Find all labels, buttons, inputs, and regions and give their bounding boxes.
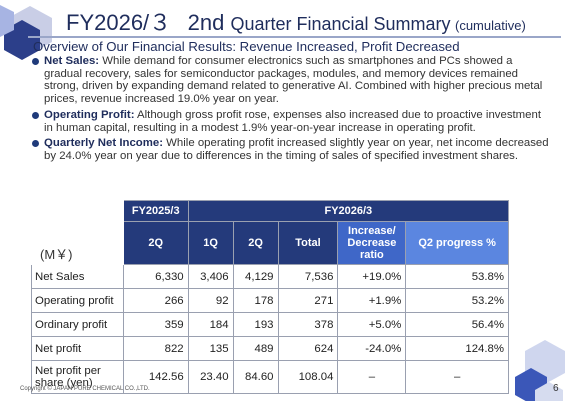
row-label: Net profit — [31, 336, 124, 361]
column-header: Q2 progress % — [405, 221, 509, 265]
title-year: FY2026/３ — [66, 10, 172, 35]
table-cell: +19.0% — [337, 264, 407, 289]
section-subtitle: Overview of Our Financial Results: Reven… — [33, 39, 460, 54]
table-row: Operating profit 266 92 178 271 +1.9% 53… — [31, 288, 509, 313]
table-cell: +5.0% — [337, 312, 407, 337]
table-cell: 7,536 — [277, 264, 339, 289]
table-row: Net profit 822 135 489 624 -24.0% 124.8% — [31, 336, 509, 361]
table-row: Ordinary profit 359 184 193 378 +5.0% 56… — [31, 312, 509, 337]
table-cell: 489 — [232, 336, 279, 361]
table-cell: 3,406 — [187, 264, 234, 289]
row-label: Operating profit — [31, 288, 124, 313]
page-number: 6 — [553, 383, 559, 394]
table-row: Net Sales 6,330 3,406 4,129 7,536 +19.0%… — [31, 264, 509, 289]
table-cell: -24.0% — [337, 336, 407, 361]
table-cell: 53.8% — [405, 264, 509, 289]
title-rest: Quarter Financial Summary — [230, 14, 451, 34]
table-cell: 6,330 — [122, 264, 189, 289]
table-group-header-row: (M￥) FY2025/3 FY2026/3 — [31, 200, 510, 265]
title-divider — [28, 36, 561, 38]
column-header: 2Q — [122, 221, 189, 265]
table-cell: 378 — [277, 312, 339, 337]
table-cell: 4,129 — [232, 264, 279, 289]
table-cell: 184 — [187, 312, 234, 337]
table-cell: 624 — [277, 336, 339, 361]
column-header: 1Q — [187, 221, 234, 265]
table-cell: 108.04 — [277, 360, 339, 394]
group-header-curr: FY2026/3 — [187, 200, 510, 222]
group-header-prev: FY2025/3 — [122, 200, 189, 222]
table-cell: – — [337, 360, 407, 394]
copyright-footer: Copyright © JAPAN PURE CHEMICAL CO.,LTD. — [20, 386, 150, 392]
table-cell: 56.4% — [405, 312, 509, 337]
table-cell: 266 — [122, 288, 189, 313]
financial-summary-table: (M￥) FY2025/3 FY2026/3 2Q 1Q 2Q Total In… — [31, 200, 510, 394]
table-cell: 135 — [187, 336, 234, 361]
page-title: FY2026/３ 2nd Quarter Financial Summary (… — [66, 5, 526, 37]
table-cell: 124.8% — [405, 336, 509, 361]
table-cell: – — [405, 360, 509, 394]
title-quarter: 2nd — [187, 10, 231, 35]
table-cell: 271 — [277, 288, 339, 313]
bullet-list: Net Sales: While demand for consumer ele… — [30, 55, 550, 166]
bullet-operating-profit: Operating Profit: Although gross profit … — [30, 109, 550, 134]
row-label: Net Sales — [31, 264, 124, 289]
bullet-text: While operating profit increased slightl… — [44, 137, 549, 162]
bullet-text: While demand for consumer electronics su… — [44, 55, 543, 106]
bullet-label: Net Sales: — [44, 55, 100, 67]
table-row: Net profit per share (yen) 142.56 23.40 … — [31, 360, 509, 394]
column-header: Total — [277, 221, 339, 265]
bullet-net-income: Quarterly Net Income: While operating pr… — [30, 137, 550, 162]
table-column-header-row: 2Q 1Q 2Q Total Increase/ Decrease ratio … — [32, 221, 509, 265]
table-cell: 178 — [232, 288, 279, 313]
table-cell: 23.40 — [187, 360, 234, 394]
bullet-label: Quarterly Net Income: — [44, 137, 164, 150]
bullet-dot-icon — [32, 58, 39, 65]
row-label: Ordinary profit — [31, 312, 124, 337]
bullet-net-sales: Net Sales: While demand for consumer ele… — [30, 55, 550, 106]
table-cell: 193 — [232, 312, 279, 337]
table-cell: 53.2% — [405, 288, 509, 313]
hexagon-decoration-icon — [0, 5, 52, 60]
table-cell: 359 — [122, 312, 189, 337]
bullet-dot-icon — [32, 111, 39, 119]
bullet-text: Although gross profit rose, expenses als… — [44, 108, 541, 134]
hexagon-decoration-icon — [515, 340, 565, 401]
table-cell: 142.56 — [122, 360, 189, 394]
bullet-dot-icon — [32, 140, 39, 148]
title-suffix: (cumulative) — [454, 18, 526, 33]
table-cell: 822 — [122, 336, 189, 361]
bullet-label: Operating Profit: — [44, 108, 135, 121]
column-header: 2Q — [232, 221, 279, 265]
table-cell: 92 — [187, 288, 234, 313]
column-header: Increase/ Decrease ratio — [337, 221, 407, 265]
table-cell: +1.9% — [337, 288, 407, 313]
table-cell: 84.60 — [232, 360, 279, 394]
unit-label: (M￥) — [31, 200, 124, 265]
